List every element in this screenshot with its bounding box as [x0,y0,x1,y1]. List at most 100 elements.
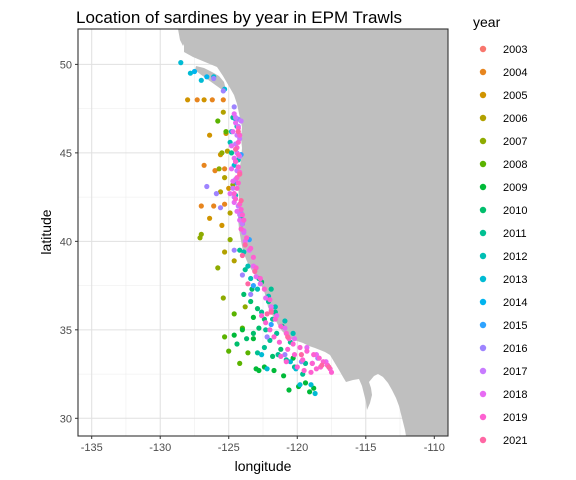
point-2010 [241,291,247,297]
point-2010 [270,353,276,359]
point-2012 [272,304,278,310]
legend-key-2019 [479,413,487,421]
x-tick-label: -125 [218,442,240,454]
point-2007 [219,150,225,156]
point-2019 [263,320,269,326]
point-2019 [241,217,247,223]
point-2007 [242,304,248,310]
data-points [178,60,335,397]
legend-label-2014: 2014 [503,297,527,309]
point-2015 [268,321,274,328]
point-2019 [309,360,315,366]
y-tick-label: 50 [60,59,72,71]
point-2013 [297,382,303,388]
point-2010 [254,306,261,312]
point-2021 [326,364,332,370]
point-2006 [227,210,233,216]
panel-border [77,28,449,437]
point-2019 [267,297,273,303]
point-2006 [217,189,224,195]
legend-label-2007: 2007 [503,136,527,148]
y-tick-label: 40 [60,236,72,248]
point-2019 [311,352,317,358]
point-2005 [219,222,225,228]
point-2019 [308,369,314,375]
point-2009 [239,327,245,333]
legend-label-2003: 2003 [503,44,527,56]
point-2010 [248,298,254,305]
vancouver-island [195,66,226,90]
plot-panel [77,28,449,437]
point-2007 [220,295,226,301]
point-2019 [291,352,298,358]
point-2004 [201,162,207,168]
point-2016 [217,205,224,211]
point-2021 [233,146,239,152]
point-2010 [250,330,256,336]
point-2016 [213,191,219,197]
point-2012 [248,275,254,282]
point-2019 [231,191,237,197]
point-2019 [259,313,265,319]
point-2019 [328,369,335,375]
point-2011 [268,286,274,292]
point-2004 [198,203,204,209]
point-2021 [298,352,304,358]
point-2016 [211,75,217,82]
point-2018 [257,281,263,287]
point-2016 [282,352,288,358]
point-2008 [215,118,221,124]
point-2019 [244,235,250,241]
point-2005 [207,215,213,221]
point-2021 [264,311,270,317]
point-2019 [234,175,240,181]
point-2006 [222,249,228,255]
point-2018 [233,120,239,126]
point-2009 [307,389,313,395]
point-2019 [278,353,284,359]
point-2010 [234,341,240,347]
legend-key-2021 [479,436,487,444]
point-2007 [215,265,221,271]
point-2015 [250,283,256,289]
point-2019 [301,367,307,374]
legend-key-2008 [479,160,487,168]
point-2016 [204,183,210,190]
legend-label-2005: 2005 [503,90,527,102]
legend-label-2013: 2013 [503,274,527,286]
point-2009 [302,380,309,386]
point-2017 [230,185,236,191]
point-2009 [250,314,256,320]
point-2019 [294,364,300,370]
haida-gwaii [178,29,186,46]
point-2019 [283,359,289,365]
y-axis-title: latitude [38,209,54,254]
x-tick-label: -115 [355,442,376,454]
legend-label-2004: 2004 [503,67,527,79]
point-2007 [227,237,233,243]
point-2019 [261,286,267,292]
y-tick-label: 45 [60,148,72,160]
point-2014 [191,68,198,75]
point-2018 [268,304,274,310]
point-2019 [276,339,282,345]
legend-label-2012: 2012 [503,251,527,263]
point-2009 [311,385,317,391]
land-mass [178,29,448,436]
point-2019 [235,180,241,186]
legend-label-2006: 2006 [503,113,527,125]
point-2011 [267,337,273,343]
point-2019 [304,348,310,354]
point-2019 [235,164,241,170]
x-tick-label: -110 [424,442,445,454]
legend-label-2018: 2018 [503,389,527,401]
point-2013 [259,352,265,358]
point-2009 [281,373,287,379]
legend-label-2011: 2011 [503,228,527,240]
x-tick-label: -120 [286,442,308,454]
legend-key-2010 [479,206,487,214]
point-2016 [220,88,226,94]
point-2005 [201,97,207,103]
point-2016 [239,272,245,278]
point-2018 [237,217,243,223]
